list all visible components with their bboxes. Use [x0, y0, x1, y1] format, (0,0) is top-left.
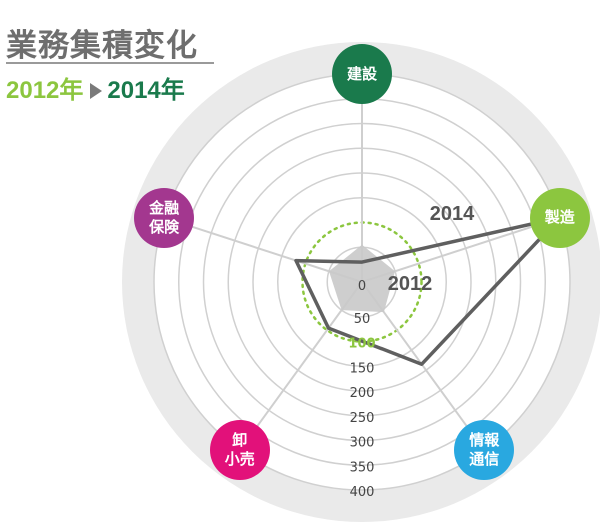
chart-subtitle: 2012年 2014年	[6, 70, 185, 105]
tick-label: 50	[354, 312, 371, 327]
tick-label: 300	[350, 436, 375, 451]
tick-label: 400	[350, 485, 375, 500]
title-underline	[6, 62, 214, 64]
tick-label: 100	[348, 337, 375, 352]
tick-label: 200	[350, 386, 375, 401]
series-label-2014: 2014	[430, 203, 475, 225]
tick-label: 250	[350, 411, 375, 426]
tick-label: 150	[350, 361, 375, 376]
year-to-label: 2014年	[107, 77, 185, 104]
tick-label: 0	[358, 279, 366, 294]
arrow-right-icon	[90, 82, 103, 99]
axis-label-badge: 建設	[332, 44, 392, 104]
chart-title: 業務集積変化	[6, 28, 198, 64]
axis-label-badge: 情報 通信	[454, 420, 515, 481]
tick-label: 350	[350, 460, 375, 475]
series-line-2014	[294, 215, 562, 366]
axis-label-badge: 卸 小売	[209, 420, 270, 481]
year-from-label: 2012年	[6, 77, 84, 104]
axis-label-badge: 製造	[529, 187, 590, 248]
axis-label-badge: 金融 保険	[134, 187, 195, 248]
series-label-2012: 2012	[388, 273, 433, 295]
